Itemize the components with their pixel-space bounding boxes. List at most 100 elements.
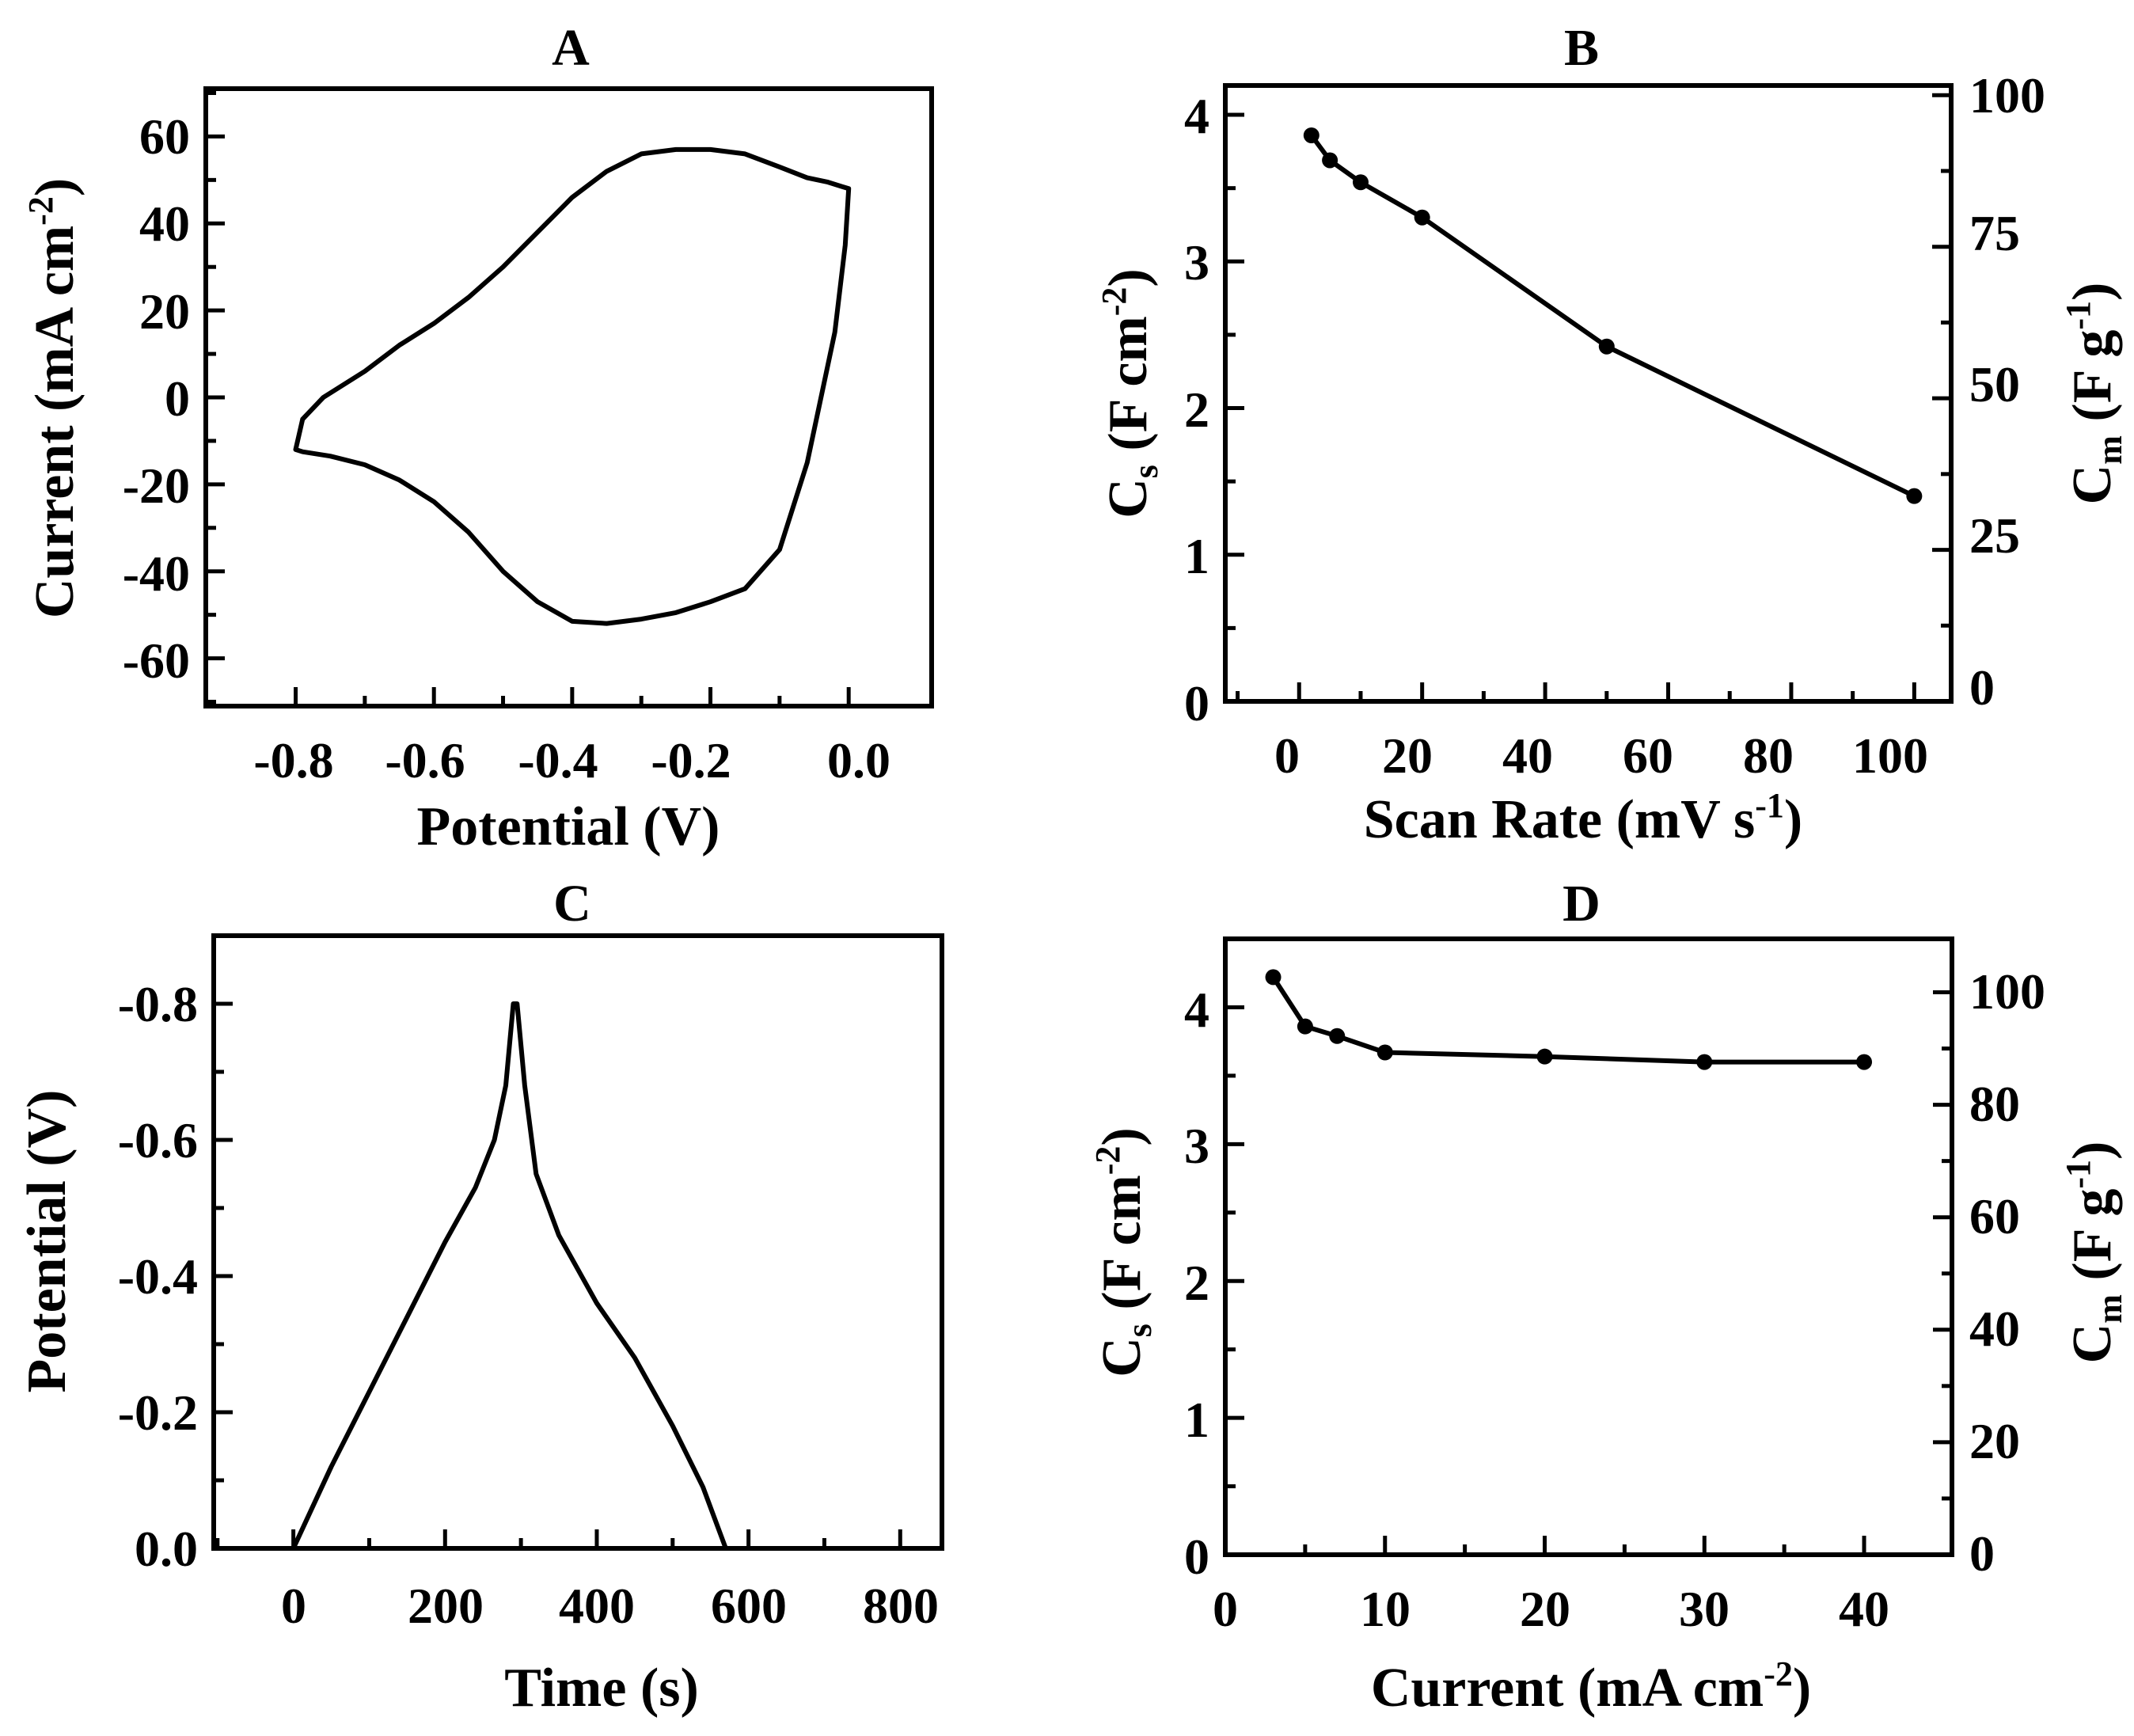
cs-vs-current-point [1376,1044,1393,1061]
panel-c-title: C [553,875,591,933]
cs-vs-scan-rate-point [1303,127,1320,143]
panel-d-y2-tick-label: 80 [1969,1076,2020,1132]
cv-curve-line [293,146,852,626]
panel-a-y-tick-label: 40 [139,196,190,252]
panel-b-y2-axis-label-sup: -1 [2059,301,2098,330]
panel-d-y2-tick-label: 100 [1969,963,2045,1020]
panel-a-y-tick-label: -40 [123,545,190,602]
cs-vs-scan-rate-point [1322,152,1338,169]
panel-b-x-tick-labels: 0 20 40 60 80 100 [1274,727,1928,784]
panel-b-x-axis-label-main: Scan Rate (mV s [1364,789,1756,850]
panel-a-y-tick-label: 0 [165,370,190,427]
panel-b-y-axis-label-unit: (F cm [1098,316,1159,465]
panel-c-x-tick-label: 800 [863,1578,939,1634]
panel-b-y2-tick-label: 0 [1969,659,1995,716]
panel-b-y-axis-label-sub: s [1126,465,1165,478]
panel-c-y-tick-label: -0.8 [118,976,198,1032]
panel-d-y2-axis-label-unit: (F g [2062,1189,2123,1294]
panel-b-ticks [1225,93,1951,704]
panel-d-x-tick-labels: 0 10 20 30 40 [1213,1581,1889,1637]
panel-b-plot [1303,127,1923,504]
cs-vs-current-point [1536,1048,1553,1065]
panel-b-title: B [1564,19,1599,77]
cs-vs-current-point [1856,1054,1873,1070]
cs-vs-scan-rate-point [1906,488,1923,504]
gcd-curve-line [290,1001,728,1551]
panel-b-y2-tick-label: 50 [1969,356,2020,412]
panel-d-y-axis-label-sup: -2 [1088,1146,1127,1176]
panel-b-y2-tick-label: 75 [1969,205,2020,261]
panel-b-y-tick-labels: 0 1 2 3 4 [1184,88,1209,731]
panel-a-x-tick-label: -0.2 [651,732,731,788]
panel-c-y-axis-label: Potential (V) [17,1090,78,1393]
panel-b-y2-axis-label: Cm (F g-1) [2059,283,2129,505]
panel-b-y2-tick-label: 25 [1969,507,2020,564]
panel-d-y2-tick-label: 40 [1969,1301,2020,1357]
panel-d-y2-tick-label: 0 [1969,1525,1995,1582]
panel-a-y-tick-label: 60 [139,108,190,165]
panel-c-ticks [214,1001,902,1551]
panel-d-y-tick-label: 0 [1184,1529,1209,1585]
panel-a-y-tick-labels: -60 -40 -20 0 20 40 60 [123,108,190,689]
cs-vs-current-line [1270,974,1866,1065]
panel-b-x-axis-label-close: ) [1784,789,1802,850]
panel-d-y-tick-label: 2 [1184,1255,1209,1311]
panel-a-x-axis-label: Potential (V) [417,796,720,857]
cs-vs-current-point [1265,969,1282,986]
panel-d-y2-axis-label: Cm (F g-1) [2059,1142,2129,1364]
panel-b-y-axis-label-close: ) [1098,268,1159,287]
panel-d-x-tick-label: 0 [1213,1581,1238,1637]
panel-d-y-axis-label: Cs (F cm-2) [1088,1127,1159,1377]
panel-d-y2-axis-label-sup: -1 [2059,1160,2098,1189]
panel-c-frame [211,933,944,1551]
panel-d-y2-tick-label: 60 [1969,1188,2020,1244]
panel-a-y-tick-label: 20 [139,283,190,340]
panel-c-y-tick-label: -0.4 [118,1248,198,1305]
panel-a-plot [293,146,852,626]
panel-d-y2-axis-label-main: C [2062,1324,2123,1364]
panel-b-y-axis-label-sup: -2 [1095,287,1133,317]
panel-b-y-tick-label: 1 [1184,528,1209,584]
panel-a-y-axis-label-sup: -2 [21,196,60,226]
cs-vs-scan-rate-point [1598,338,1615,355]
panel-b-x-tick-label: 20 [1382,727,1433,784]
panel-d-x-tick-label: 30 [1679,1581,1730,1637]
panel-a-title: A [552,19,590,77]
panel-d: D 0 10 20 30 40 0 1 2 3 4 0 20 40 60 80 … [1088,875,2129,1719]
panel-a-ticks [206,90,851,706]
panel-b-y2-axis-label-unit: (F g [2062,330,2123,435]
panel-d-y-tick-label: 3 [1184,1118,1209,1174]
panel-b-x-tick-label: 100 [1852,727,1928,784]
panel-a-y-axis-label-close: ) [25,178,85,196]
panel-c-y-tick-labels: 0.0 -0.2 -0.4 -0.6 -0.8 [118,976,198,1577]
panel-b-x-axis-label-sup: -1 [1755,786,1784,825]
panel-b-y-tick-label: 0 [1184,675,1209,731]
panel-b-y-tick-label: 2 [1184,382,1209,438]
panel-b-y-tick-label: 4 [1184,88,1209,144]
panel-b-y2-axis-label-close: ) [2062,283,2123,301]
panel-a-x-tick-label: 0.0 [827,732,890,788]
panel-a-x-tick-label: -0.4 [518,732,598,788]
panel-c-y-tick-label: -0.6 [118,1112,198,1168]
panel-b-x-tick-label: 60 [1623,727,1673,784]
panel-d-y-axis-label-unit: (F cm [1092,1175,1152,1324]
cs-vs-scan-rate-line [1308,133,1917,499]
panel-c: C 0 200 400 600 800 0.0 -0.2 -0.4 -0.6 -… [17,875,944,1719]
panel-b-x-tick-label: 40 [1502,727,1553,784]
panel-b-y-axis-label: Cs (F cm-2) [1095,268,1165,519]
panel-a-y-axis-label: Current (mA cm-2) [21,178,85,618]
panel-b: B 0 20 40 60 80 100 0 1 2 3 4 0 25 50 75… [1095,19,2129,850]
panel-a-y-tick-label: -60 [123,632,190,689]
panel-b-y2-axis-label-sub: m [2090,435,2129,465]
panel-d-title: D [1563,875,1600,933]
panel-d-x-tick-label: 40 [1839,1581,1889,1637]
panel-a-x-tick-labels: -0.8 -0.6 -0.4 -0.2 0.0 [253,732,890,788]
panel-d-y-axis-label-sub: s [1120,1324,1159,1337]
cs-vs-scan-rate-point [1352,174,1369,191]
panel-d-y2-tick-label: 20 [1969,1413,2020,1469]
panel-d-x-tick-label: 20 [1520,1581,1570,1637]
panel-a-y-axis-label-main: Current (mA cm [25,226,85,618]
panel-d-y2-tick-labels: 0 20 40 60 80 100 [1969,963,2045,1582]
panel-d-frame [1223,936,1954,1557]
panel-c-plot [290,1001,728,1551]
